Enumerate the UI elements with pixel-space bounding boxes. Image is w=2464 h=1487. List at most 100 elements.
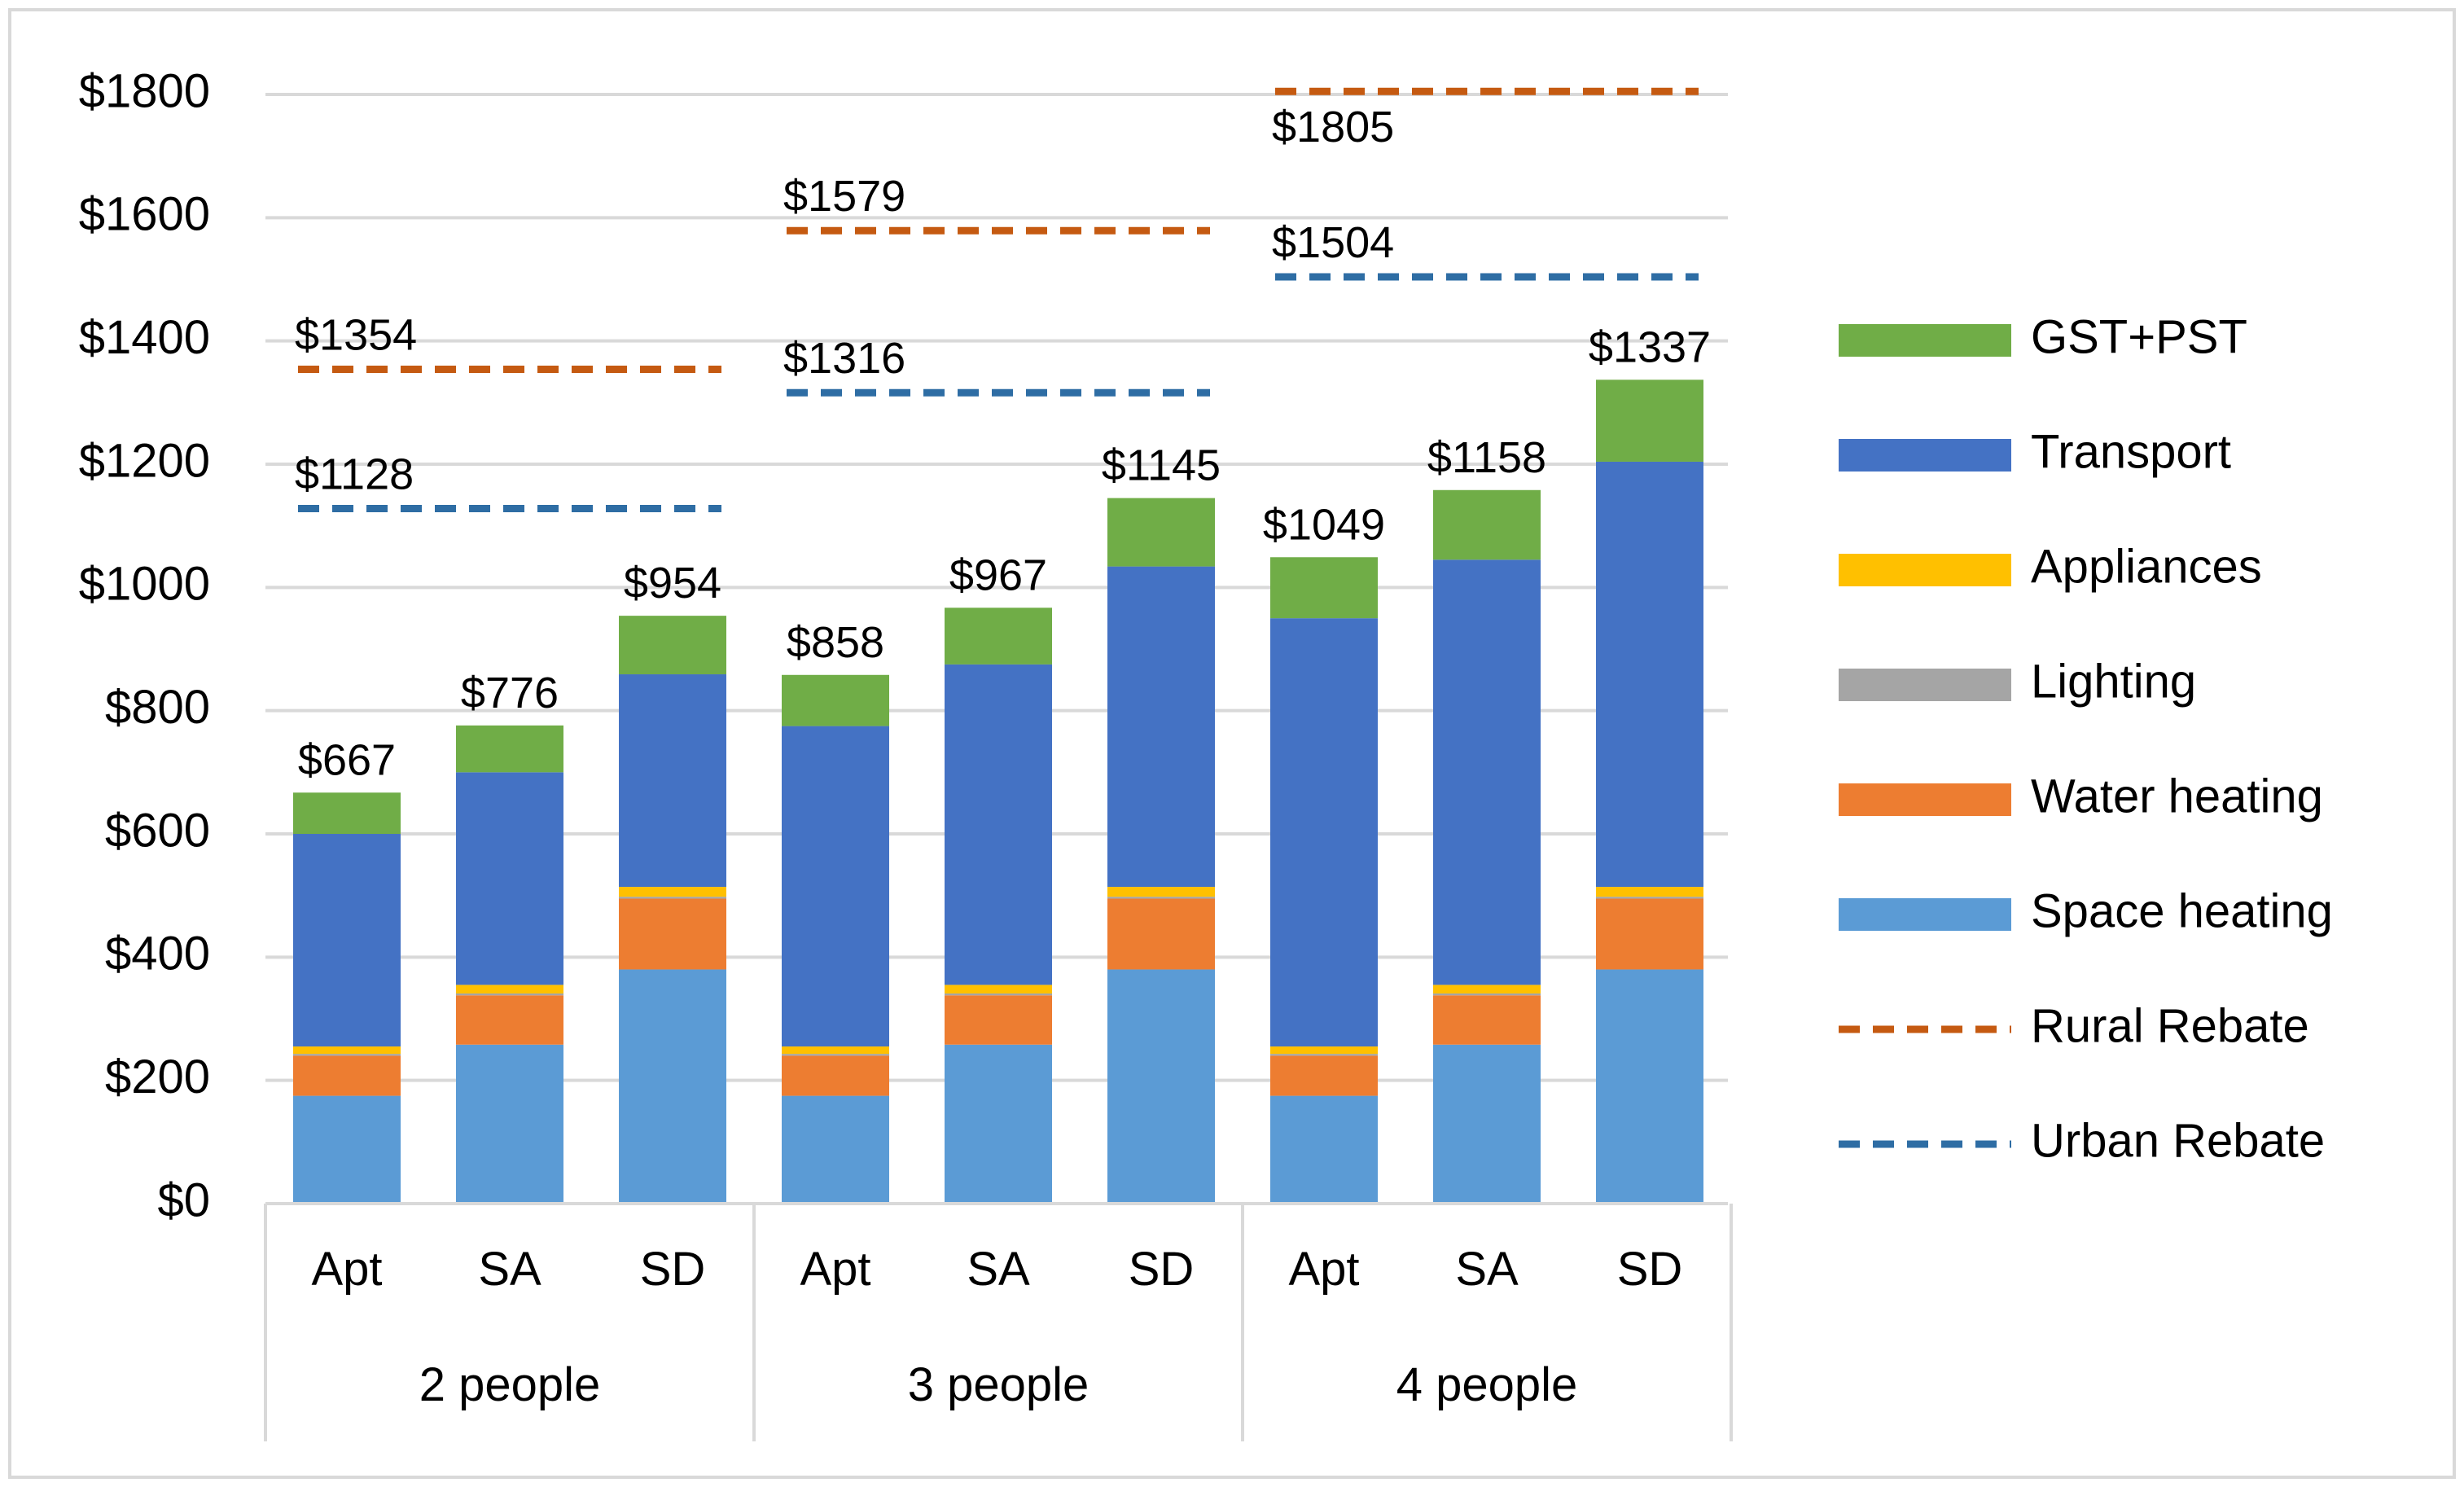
bar-segment-gst-pst [456, 725, 563, 773]
x-category-label: SD [640, 1243, 706, 1296]
total-label: $1145 [1102, 441, 1221, 490]
rebate-lines: $1354 $1579 $1805 $1128 $1316 $1504 [295, 87, 1699, 512]
x-axis: Apt SA SD Apt SA SD Apt SA SD 2 people 3 people 4 p… [264, 1202, 1733, 1441]
bar-segment-appliances [945, 985, 1052, 994]
bar-segment-lighting [456, 993, 563, 996]
rebate-label-urban-rebate: $1504 [1272, 218, 1394, 267]
legend-label-urban-rebate: Urban Rebate [2031, 1114, 2325, 1167]
bar-segment-transport [456, 772, 563, 985]
bar-segment-space-heating [1596, 969, 1703, 1204]
bar-segment-lighting [782, 1054, 889, 1056]
total-labels: $667 $776 $954 $858 $967 $1145 $1049 $1158 $1337 [298, 322, 1711, 784]
bar-segment-appliances [293, 1046, 401, 1055]
total-label: $858 [787, 618, 884, 667]
x-category-label: Apt [311, 1243, 382, 1296]
legend-label-water-heating: Water heating [2031, 770, 2323, 822]
bar-segment-water-heating [1107, 898, 1215, 970]
bar-segment-space-heating [1270, 1095, 1378, 1204]
x-group-label: 3 people [908, 1358, 1090, 1411]
legend-swatch-gst-pst [1839, 324, 2011, 357]
bar-segment-appliances [1270, 1046, 1378, 1055]
bar-segment-lighting [293, 1054, 401, 1056]
bar-segment-transport [1433, 559, 1541, 985]
total-label: $954 [624, 559, 721, 608]
rebate-label-rural-rebate: $1579 [783, 172, 905, 221]
x-category-label: SD [1617, 1243, 1683, 1296]
x-category-label: Apt [1288, 1243, 1359, 1296]
y-tick-label: $600 [105, 804, 210, 857]
bar-segment-space-heating [1433, 1044, 1541, 1204]
bar-segment-gst-pst [619, 616, 726, 675]
legend-label-gst-pst: GST+PST [2031, 310, 2247, 363]
legend-label-rural-rebate: Rural Rebate [2031, 999, 2309, 1052]
x-category-label: SA [478, 1243, 541, 1296]
chart-frame [8, 8, 2456, 1479]
bar-segment-transport [1107, 566, 1215, 888]
bar-segment-transport [782, 726, 889, 1047]
legend-swatch-lighting [1839, 669, 2011, 701]
x-group-label: 2 people [419, 1358, 601, 1411]
y-tick-label: $200 [105, 1051, 210, 1103]
bar-segment-space-heating [1107, 969, 1215, 1204]
bar-segment-water-heating [1270, 1055, 1378, 1096]
bar-segment-transport [619, 674, 726, 888]
bar-segment-appliances [782, 1046, 889, 1055]
y-tick-label: $800 [105, 681, 210, 734]
bar-segment-water-heating [782, 1055, 889, 1096]
legend-swatch-transport [1839, 439, 2011, 472]
total-label: $1337 [1589, 322, 1711, 371]
bar-segment-appliances [1433, 985, 1541, 994]
rebate-label-rural-rebate: $1805 [1272, 103, 1394, 151]
bar-segment-gst-pst [1270, 557, 1378, 619]
bar-segment-lighting [1596, 897, 1703, 899]
bar-segment-transport [1270, 618, 1378, 1047]
bar-segment-gst-pst [782, 674, 889, 726]
legend-swatch-water-heating [1839, 783, 2011, 816]
bar-segment-water-heating [619, 898, 726, 970]
bar-segment-water-heating [945, 995, 1052, 1045]
bar-segment-appliances [619, 887, 726, 897]
bar-segment-transport [1596, 461, 1703, 888]
y-tick-label: $1000 [79, 558, 210, 611]
bar-segment-gst-pst [1596, 379, 1703, 462]
total-label: $667 [298, 735, 396, 784]
total-label: $776 [461, 669, 559, 717]
y-tick-label: $1200 [79, 434, 210, 487]
total-label: $1049 [1263, 500, 1385, 549]
legend-label-appliances: Appliances [2031, 540, 2262, 593]
bar-segment-lighting [945, 993, 1052, 996]
rebate-label-rural-rebate: $1354 [295, 310, 417, 359]
bar-segment-gst-pst [293, 792, 401, 834]
bar-segment-appliances [456, 985, 563, 994]
total-label: $967 [949, 550, 1047, 599]
bar-segment-appliances [1596, 887, 1703, 897]
y-axis: $0 $200 $400 $600 $800 $1000 $1200 $1400 $1600 $1… [79, 64, 210, 1226]
bar-segment-lighting [619, 897, 726, 899]
bar-segment-space-heating [456, 1044, 563, 1204]
bar-segment-space-heating [782, 1095, 889, 1204]
bar-segment-space-heating [293, 1095, 401, 1204]
legend: GST+PST Transport Appliances Lighting Water … [1839, 310, 2333, 1167]
x-category-label: SA [1455, 1243, 1519, 1296]
bar-segment-space-heating [945, 1044, 1052, 1204]
y-tick-label: $1600 [79, 188, 210, 241]
x-category-label: Apt [800, 1243, 870, 1296]
y-tick-label: $0 [157, 1173, 210, 1226]
bar-segment-transport [945, 664, 1052, 985]
bars [293, 379, 1703, 1204]
bar-segment-lighting [1433, 993, 1541, 996]
y-tick-label: $400 [105, 928, 210, 980]
y-tick-label: $1400 [79, 311, 210, 364]
bar-segment-gst-pst [945, 608, 1052, 665]
bar-segment-gst-pst [1107, 498, 1215, 567]
bar-segment-water-heating [456, 995, 563, 1045]
bar-segment-water-heating [1433, 995, 1541, 1045]
x-category-label: SA [967, 1243, 1030, 1296]
total-label: $1158 [1427, 433, 1546, 482]
bar-segment-space-heating [619, 969, 726, 1204]
bar-segment-lighting [1270, 1054, 1378, 1056]
legend-swatch-space-heating [1839, 898, 2011, 931]
bar-segment-water-heating [293, 1055, 401, 1096]
